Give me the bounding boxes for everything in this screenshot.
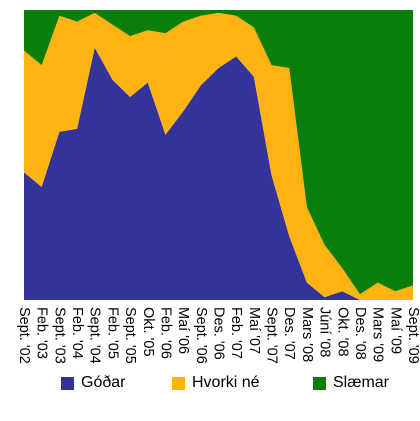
area-series-1 bbox=[24, 47, 413, 301]
x-tick-label: Des. '08 bbox=[352, 307, 368, 360]
x-tick-label: Des. '07 bbox=[281, 307, 297, 360]
x-tick-label: Feb. '07 bbox=[228, 307, 244, 359]
stacked-areas bbox=[24, 10, 413, 301]
x-tick-label: Maí '07 bbox=[246, 307, 262, 354]
x-tick-label: Sept. '05 bbox=[122, 307, 138, 364]
x-tick-label: Mars '08 bbox=[299, 307, 315, 362]
x-tick-label: Maí '09 bbox=[387, 307, 403, 354]
legend: Góðar Hvorki né Slæmar bbox=[0, 371, 420, 395]
x-tick-label: Des. '06 bbox=[211, 307, 227, 360]
x-tick-labels: Sept. '02 Feb. '03 Sept. '03 Feb. '04 Sept. … bbox=[16, 307, 420, 364]
x-tick-label: Sept. '06 bbox=[193, 307, 209, 364]
legend-label-series-2: Hvorki né bbox=[192, 374, 260, 391]
legend-swatch-series-2 bbox=[172, 376, 185, 390]
x-tick-label: Feb. '06 bbox=[157, 307, 173, 359]
legend-item-series-2: Hvorki né bbox=[172, 371, 260, 395]
legend-swatch-series-1 bbox=[61, 376, 74, 390]
x-tick-label: Sept. '09 bbox=[405, 307, 420, 364]
legend-item-series-1: Góðar bbox=[61, 371, 125, 395]
x-tick-label: Sept. '07 bbox=[264, 307, 280, 364]
x-tick-label: Feb. '04 bbox=[69, 307, 85, 359]
x-tick-label: Sept. '03 bbox=[51, 307, 67, 364]
x-tick-label: Maí '06 bbox=[175, 307, 191, 354]
chart-plot: Sept. '02 Feb. '03 Sept. '03 Feb. '04 Sept. … bbox=[16, 10, 420, 364]
area-series-2 bbox=[24, 12, 413, 301]
legend-item-series-3: Slæmar bbox=[313, 371, 389, 395]
legend-label-series-1: Góðar bbox=[81, 374, 126, 391]
x-tick-label: Okt. '05 bbox=[140, 307, 156, 357]
x-tick-label: Júní '08 bbox=[317, 307, 333, 357]
legend-swatch-series-3 bbox=[313, 376, 326, 390]
area-series-3 bbox=[24, 10, 413, 295]
x-tick-label: Okt. '08 bbox=[334, 307, 350, 357]
x-tick-label: Mars '09 bbox=[370, 307, 386, 362]
x-tick-label: Feb. '05 bbox=[104, 307, 120, 359]
legend-label-series-3: Slæmar bbox=[333, 374, 390, 391]
x-tick-label: Feb. '03 bbox=[34, 307, 50, 359]
x-tick-label: Sept. '04 bbox=[87, 307, 103, 364]
x-tick-label: Sept. '02 bbox=[16, 307, 32, 364]
